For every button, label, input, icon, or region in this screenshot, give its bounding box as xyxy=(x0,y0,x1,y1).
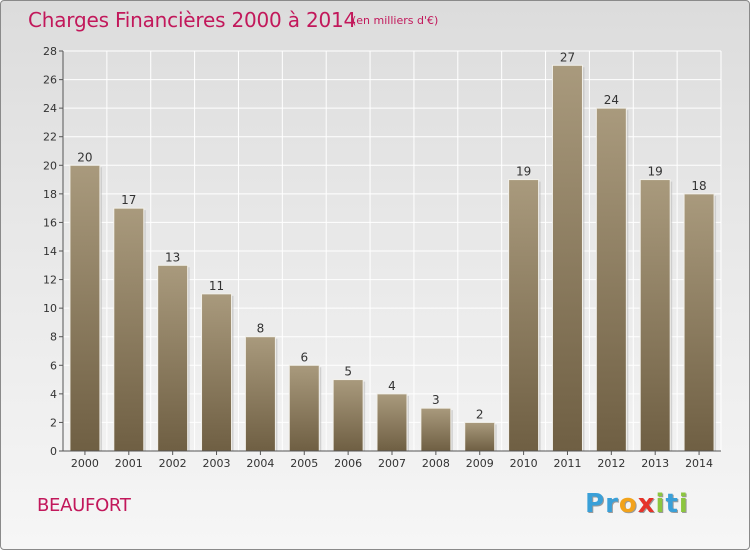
value-label: 8 xyxy=(257,322,265,336)
bars: 20 17 13 11 8 6 5 4 3 2 19 27 24 19 18 xyxy=(69,50,717,452)
value-label: 24 xyxy=(604,93,619,107)
proxiti-logo: Proxiti xyxy=(585,489,689,519)
y-tick-label: 8 xyxy=(50,331,57,344)
x-tick-label: 2008 xyxy=(422,457,450,470)
bar-2013 xyxy=(639,179,671,452)
value-label: 19 xyxy=(648,165,663,179)
bar-2009 xyxy=(464,421,496,452)
bar-2014 xyxy=(683,193,715,452)
bar-2002 xyxy=(157,264,189,452)
x-tick-label: 2009 xyxy=(466,457,494,470)
y-tick-label: 18 xyxy=(43,188,57,201)
y-tick-label: 26 xyxy=(43,74,57,87)
value-label: 3 xyxy=(432,393,440,407)
value-label: 2 xyxy=(476,407,484,421)
bar-2005 xyxy=(288,364,320,452)
bar-2007 xyxy=(376,393,408,452)
value-label: 18 xyxy=(691,179,706,193)
value-label: 13 xyxy=(165,250,180,264)
x-tick-label: 2003 xyxy=(203,457,231,470)
value-label: 19 xyxy=(516,165,531,179)
value-label: 6 xyxy=(300,350,308,364)
logo-letter: i xyxy=(678,489,689,519)
chart-title: Charges Financières 2000 à 2014 xyxy=(28,8,357,32)
logo-letter: P xyxy=(585,489,606,519)
value-label: 20 xyxy=(77,150,92,164)
y-tick-label: 4 xyxy=(50,388,57,401)
x-tick-label: 2005 xyxy=(290,457,318,470)
y-tick-label: 22 xyxy=(43,131,57,144)
x-tick-label: 2001 xyxy=(115,457,143,470)
value-label: 11 xyxy=(209,279,224,293)
x-tick-label: 2011 xyxy=(553,457,581,470)
bar-2012 xyxy=(595,107,627,452)
logo-letter: i xyxy=(655,489,666,519)
logo-letter: t xyxy=(665,489,679,519)
y-tick-label: 28 xyxy=(43,45,57,58)
y-tick-label: 12 xyxy=(43,274,57,287)
y-tick-label: 24 xyxy=(43,102,57,115)
bar-2008 xyxy=(420,407,452,452)
x-tick-label: 2010 xyxy=(510,457,538,470)
y-tick-label: 14 xyxy=(43,245,57,258)
y-tick-label: 0 xyxy=(50,445,57,458)
x-tick-label: 2012 xyxy=(597,457,625,470)
x-tick-label: 2014 xyxy=(685,457,713,470)
commune-name: BEAUFORT xyxy=(37,495,131,516)
bar-2003 xyxy=(201,293,233,452)
y-tick-label: 6 xyxy=(50,359,57,372)
y-tick-label: 10 xyxy=(43,302,57,315)
value-label: 27 xyxy=(560,50,575,64)
bar-2011 xyxy=(551,64,583,452)
logo-letter: o xyxy=(618,489,638,519)
y-tick-label: 16 xyxy=(43,216,57,229)
y-tick-label: 2 xyxy=(50,416,57,429)
x-tick-label: 2013 xyxy=(641,457,669,470)
x-tick-label: 2002 xyxy=(159,457,187,470)
bar-2001 xyxy=(113,207,145,452)
x-tick-label: 2006 xyxy=(334,457,362,470)
value-label: 17 xyxy=(121,193,136,207)
logo-letter: r xyxy=(605,489,619,519)
y-tick-label: 20 xyxy=(43,159,57,172)
x-tick-label: 2000 xyxy=(71,457,99,470)
logo-letter: x xyxy=(637,489,656,519)
x-tick-label: 2004 xyxy=(246,457,274,470)
bar-2006 xyxy=(332,379,364,452)
bar-2004 xyxy=(244,336,276,452)
value-label: 4 xyxy=(388,379,396,393)
value-label: 5 xyxy=(344,365,352,379)
chart-subtitle: (en milliers d'€) xyxy=(352,14,439,27)
bar-2000 xyxy=(69,164,101,452)
x-tick-label: 2007 xyxy=(378,457,406,470)
bar-2010 xyxy=(508,179,540,452)
